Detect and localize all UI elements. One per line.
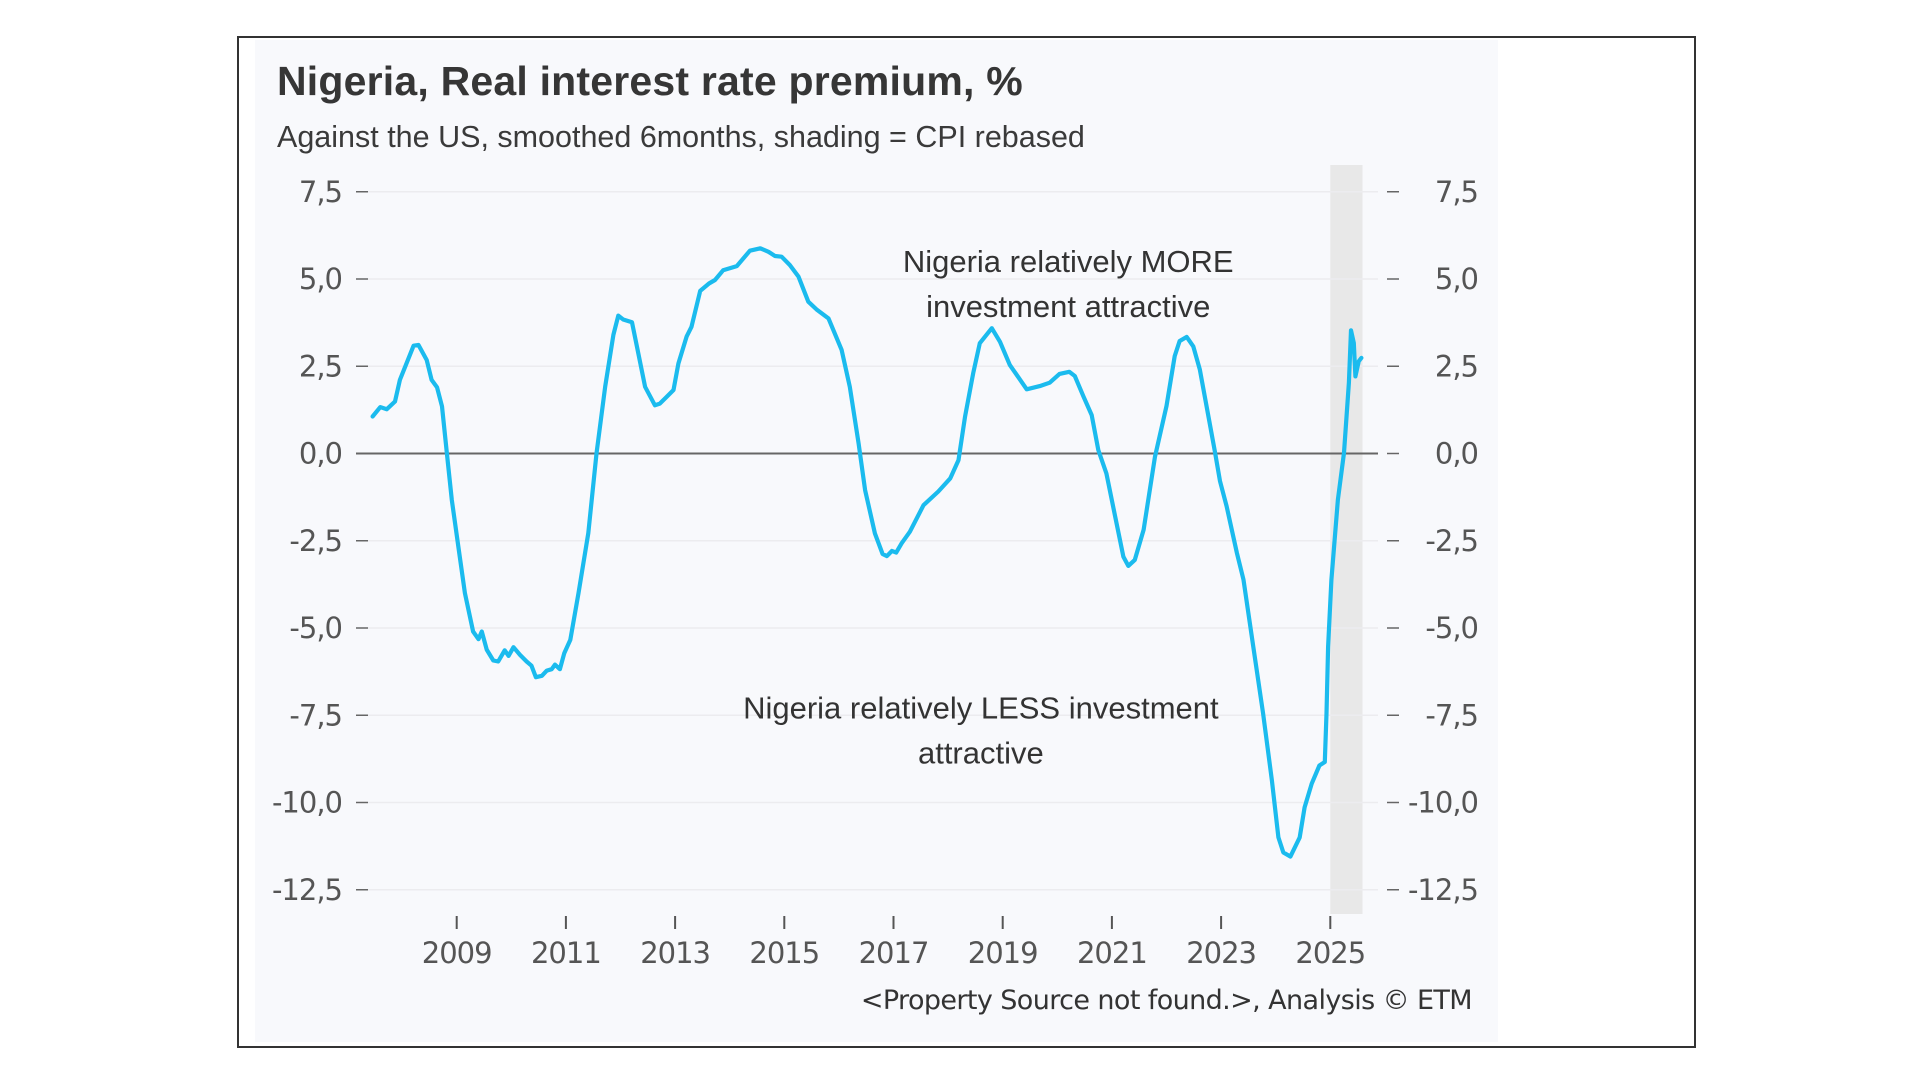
source-note: <Property Source not found.>, Analysis ©…: [860, 985, 1473, 1016]
y-tick-label-right: -5,0: [1425, 611, 1478, 645]
annotation-text: Nigeria relatively MORE: [903, 244, 1234, 279]
y-tick-label-left: -10,0: [272, 786, 342, 820]
y-tick-label-left: 5,0: [299, 262, 342, 296]
y-tick-label-right: -2,5: [1425, 524, 1478, 558]
chart-subtitle: Against the US, smoothed 6months, shadin…: [277, 120, 1085, 154]
y-tick-label-left: -7,5: [289, 698, 342, 732]
y-tick-label-left: 0,0: [299, 437, 342, 471]
y-tick-label-right: -7,5: [1425, 698, 1478, 732]
y-tick-label-right: -12,5: [1408, 873, 1478, 907]
annotation-layer: Nigeria relatively MORE investment attrac…: [743, 244, 1234, 771]
y-tick-label-left: -2,5: [289, 524, 342, 558]
y-tick-label-left: 2,5: [299, 349, 342, 383]
axis-layer: 7,5 7,5 5,0 5,0 2,5 2,5 0,0 0,0 -2,5 -2,5 -5,0 -5,0…: [272, 175, 1479, 970]
series-layer: [370, 246, 1364, 859]
grid-layer: [356, 191, 1378, 891]
x-tick-label: 2019: [968, 936, 1038, 970]
x-tick-label: 2011: [531, 936, 601, 970]
x-tick-label: 2017: [859, 936, 929, 970]
y-tick-label-left: -12,5: [272, 873, 342, 907]
y-tick-label-right: 2,5: [1435, 349, 1478, 383]
y-tick-label-right: -10,0: [1408, 786, 1478, 820]
y-tick-label-right: 5,0: [1435, 262, 1478, 296]
x-tick-label: 2023: [1186, 936, 1256, 970]
annotation-text: attractive: [918, 736, 1044, 771]
y-tick-label-left: -5,0: [289, 611, 342, 645]
x-tick-label: 2025: [1295, 936, 1365, 970]
chart-title: Nigeria, Real interest rate premium, %: [277, 58, 1023, 104]
x-tick-label: 2021: [1077, 936, 1147, 970]
series-line: [370, 246, 1364, 859]
annotation-text: Nigeria relatively LESS investment: [743, 691, 1219, 726]
annotation-text: investment attractive: [926, 289, 1210, 324]
x-tick-label: 2013: [640, 936, 710, 970]
y-tick-label-right: 0,0: [1435, 437, 1478, 471]
x-tick-label: 2009: [422, 936, 492, 970]
y-tick-label-left: 7,5: [299, 175, 342, 209]
y-tick-label-right: 7,5: [1435, 175, 1478, 209]
x-tick-label: 2015: [749, 936, 819, 970]
